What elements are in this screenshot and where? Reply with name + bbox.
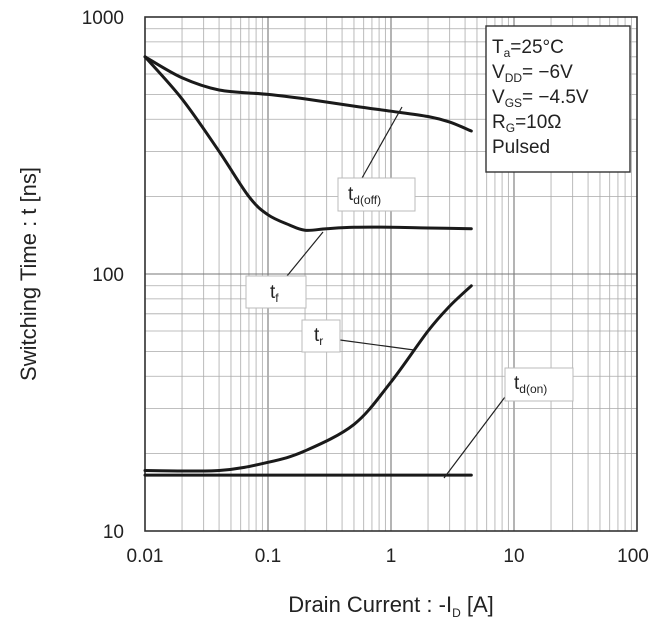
leader-line-td-on (443, 396, 506, 479)
grid (144, 17, 637, 532)
condition-ta-main: T (492, 37, 504, 58)
leader-line-tf (286, 231, 324, 277)
series-label-td-on: td(on) (514, 373, 547, 396)
conditions-box: Ta=25°C VDD= −6V VGS= −4.5V RG=10Ω Pulse… (485, 25, 631, 173)
y-tick-label: 10 (103, 522, 124, 543)
x-tick-label: 1 (386, 546, 397, 567)
leader-line-tr (339, 339, 415, 351)
series-label-tf-sub: f (275, 291, 279, 305)
y-tick-label: 100 (92, 265, 124, 286)
label-td-on: td(on) (443, 367, 574, 479)
label-box-tr (301, 319, 341, 353)
condition-pulsed: Pulsed (492, 137, 550, 158)
condition-vdd: VDD= −6V (492, 62, 573, 85)
condition-vdd-value: = −6V (522, 62, 573, 83)
series-td-off (143, 55, 473, 133)
x-tick-label: 100 (617, 546, 649, 567)
label-box-tf (245, 275, 307, 309)
condition-rg-value: =10Ω (515, 112, 561, 133)
condition-vgs-main: V (492, 87, 505, 108)
series-label-td-on-sub: d(on) (519, 382, 547, 396)
leader-line-td-off (361, 106, 403, 179)
x-tick-label: 0.01 (127, 546, 164, 567)
series-label-td-off: td(off) (348, 184, 381, 207)
x-tick-label: 0.1 (255, 546, 281, 567)
series-tf (143, 55, 473, 232)
condition-vdd-main: V (492, 62, 505, 83)
condition-ta-sub: a (504, 46, 511, 60)
condition-ta: Ta=25°C (492, 37, 564, 60)
conditions-frame (485, 25, 631, 173)
condition-vgs-sub: GS (505, 96, 522, 110)
label-tr: tr (301, 319, 415, 353)
series-label-td-off-sub: d(off) (353, 193, 381, 207)
series-layer (143, 55, 473, 477)
x-axis-title-main: Drain Current : -I (288, 592, 452, 617)
label-box-td-on (504, 367, 574, 402)
condition-rg-main: R (492, 112, 506, 133)
condition-vgs: VGS= −4.5V (492, 87, 589, 110)
plot-frame (144, 16, 638, 532)
condition-vgs-value: = −4.5V (522, 87, 589, 108)
series-label-tr-main: t (314, 325, 320, 346)
x-axis-title-sub: D (452, 606, 461, 620)
label-td-off: td(off) (337, 106, 416, 212)
y-axis-title: Switching Time : t [ns] (16, 167, 41, 381)
series-label-tf-main: t (270, 282, 276, 303)
x-tick-label: 10 (503, 546, 524, 567)
condition-ta-value: =25°C (510, 37, 564, 58)
condition-vdd-sub: DD (505, 71, 523, 85)
series-label-tf: tf (270, 282, 279, 305)
series-tr (143, 284, 473, 473)
y-tick-label: 1000 (82, 8, 124, 29)
series-label-tr-sub: r (319, 334, 323, 348)
series-label-td-off-main: t (348, 184, 354, 205)
series-label-td-on-main: t (514, 373, 520, 394)
condition-rg-sub: G (506, 121, 515, 135)
series-label-tr: tr (314, 325, 323, 348)
x-axis-title: Drain Current : -ID [A] (288, 592, 494, 620)
x-axis-title-unit: [A] (467, 592, 494, 617)
condition-rg: RG=10Ω (492, 112, 562, 135)
label-box-td-off (337, 177, 416, 212)
label-tf: tf (245, 231, 324, 309)
